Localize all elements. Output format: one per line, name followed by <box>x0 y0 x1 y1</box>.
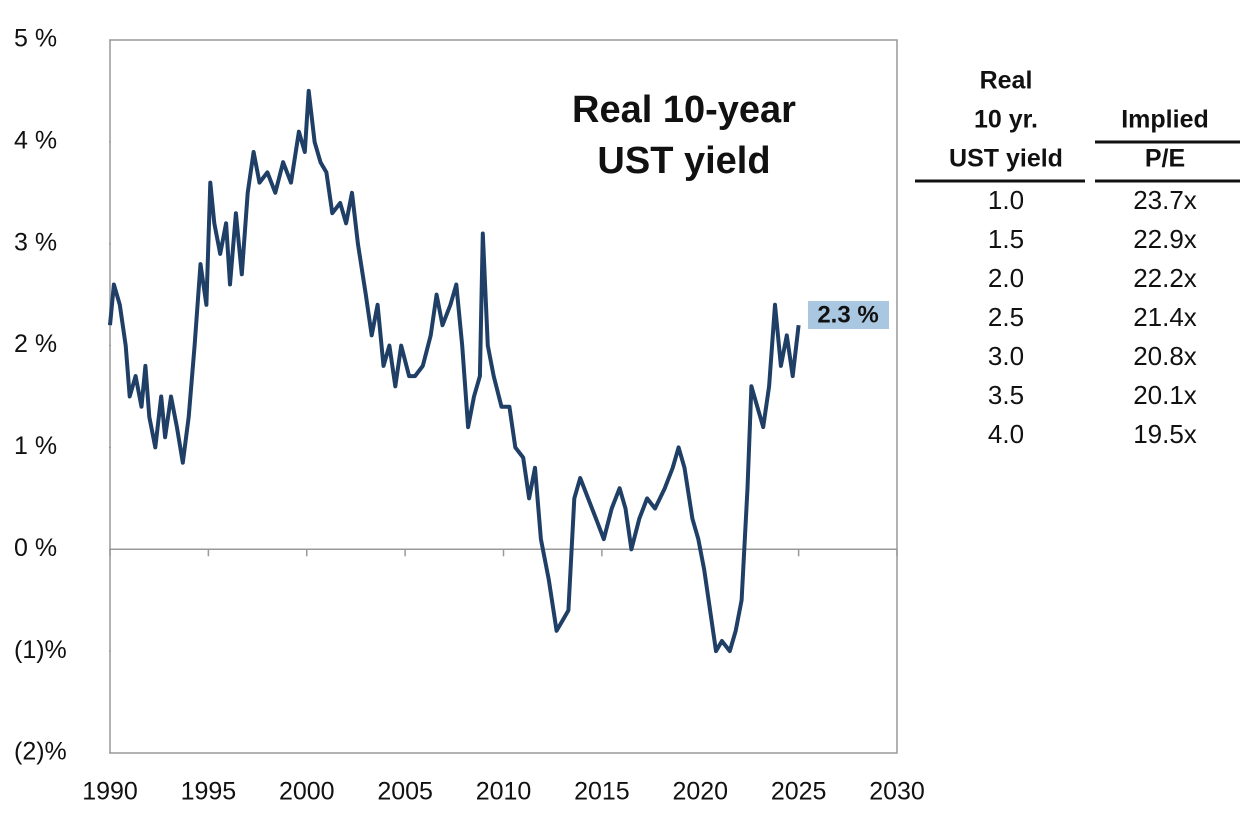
table-cell: 2.0 <box>988 263 1024 293</box>
x-tick-label: 2020 <box>672 778 728 806</box>
table-header: Real <box>980 67 1033 95</box>
line-series <box>108 88 801 654</box>
end-label: 2.3 % <box>817 301 878 328</box>
table-cell: 22.9x <box>1133 224 1197 254</box>
x-tick-label: 2010 <box>476 778 532 806</box>
table-header: P/E <box>1145 145 1185 173</box>
x-tick-label: 2025 <box>771 778 827 806</box>
x-tick-label: 2000 <box>279 778 335 806</box>
y-tick-label: 3 % <box>14 228 57 256</box>
table-header: UST yield <box>949 145 1063 173</box>
table-cell: 21.4x <box>1133 302 1197 332</box>
table-cell: 19.5x <box>1133 419 1197 449</box>
x-tick-label: 2015 <box>574 778 630 806</box>
x-tick-label: 1995 <box>181 778 237 806</box>
y-tick-label: 1 % <box>14 432 57 460</box>
plot-frame <box>109 39 898 754</box>
table-cell: 20.8x <box>1133 341 1197 371</box>
table-cell: 23.7x <box>1133 185 1197 215</box>
x-tick-label: 1990 <box>82 778 138 806</box>
x-tick-label: 2005 <box>377 778 433 806</box>
y-tick-label: 0 % <box>14 534 57 562</box>
table-cell: 1.0 <box>988 185 1024 215</box>
table-cell: 3.5 <box>988 380 1024 410</box>
table-cell: 20.1x <box>1133 380 1197 410</box>
y-tick-label: (1)% <box>14 636 67 664</box>
chart-title: UST yield <box>597 140 770 182</box>
table-cell: 22.2x <box>1133 263 1197 293</box>
end-label-box <box>808 301 889 330</box>
table-header: 10 yr. <box>974 106 1038 134</box>
y-tick-label: 2 % <box>14 330 57 358</box>
y-tick-label: 5 % <box>14 25 57 53</box>
table-cell: 2.5 <box>988 302 1024 332</box>
table-cell: 3.0 <box>988 341 1024 371</box>
y-tick-label: (2)% <box>14 738 67 766</box>
table-cell: 1.5 <box>988 224 1024 254</box>
chart-title: Real 10-year <box>572 89 796 131</box>
x-tick-label: 2030 <box>869 778 925 806</box>
y-tick-label: 4 % <box>14 126 57 154</box>
table-header: Implied <box>1121 106 1209 134</box>
table-cell: 4.0 <box>988 419 1024 449</box>
